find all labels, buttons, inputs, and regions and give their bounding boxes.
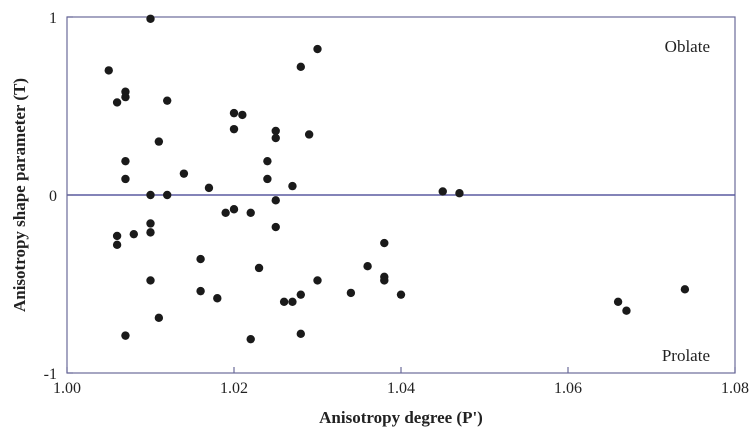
- x-axis-title: Anisotropy degree (P'): [319, 408, 483, 427]
- data-point: [204, 183, 214, 193]
- data-point: [363, 262, 372, 271]
- data-point: [154, 313, 164, 323]
- data-point: [455, 189, 464, 198]
- data-point: [121, 331, 130, 340]
- data-point: [104, 66, 113, 75]
- data-point: [112, 98, 122, 107]
- data-point: [129, 229, 138, 239]
- data-point: [121, 174, 130, 184]
- data-point: [613, 297, 623, 306]
- data-point: [179, 169, 189, 178]
- x-axis-ticks: 1.00 1.02 1.04 1.06 1.08: [53, 367, 749, 397]
- data-point: [271, 133, 280, 143]
- data-point: [279, 297, 289, 306]
- data-point: [154, 137, 164, 146]
- data-point: [296, 329, 305, 339]
- data-point: [163, 96, 172, 105]
- data-point: [254, 263, 264, 273]
- y-axis-ticks: -1 0 1: [44, 10, 73, 383]
- data-point: [313, 276, 322, 285]
- data-point: [246, 208, 255, 217]
- data-point: [221, 208, 230, 217]
- data-point: [146, 190, 155, 200]
- data-point: [288, 297, 297, 306]
- data-point: [296, 62, 305, 72]
- x-tick-label: 1.00: [53, 380, 81, 397]
- y-tick-label: 1: [49, 10, 57, 27]
- data-point: [296, 290, 305, 299]
- data-point: [380, 276, 389, 285]
- data-point: [146, 276, 155, 285]
- y-axis-title: Anisotropy shape parameter (T): [10, 78, 29, 312]
- data-point: [438, 187, 447, 196]
- data-point: [213, 294, 222, 303]
- data-point: [271, 196, 280, 205]
- y-tick-label: 0: [49, 188, 57, 205]
- data-point: [622, 306, 631, 315]
- data-point: [146, 228, 155, 237]
- data-point: [146, 219, 155, 228]
- annotation-oblate: Oblate: [665, 37, 710, 56]
- data-point: [396, 290, 406, 299]
- data-point: [238, 110, 247, 120]
- data-point: [263, 174, 272, 184]
- data-point: [271, 222, 280, 232]
- annotation-prolate: Prolate: [662, 346, 710, 365]
- data-point: [229, 124, 239, 134]
- x-tick-label: 1.02: [220, 380, 248, 397]
- x-tick-label: 1.06: [554, 380, 582, 397]
- data-point: [680, 285, 690, 294]
- data-point: [163, 190, 172, 200]
- x-tick-label: 1.08: [721, 380, 749, 397]
- data-point: [380, 238, 389, 248]
- data-point: [346, 288, 356, 298]
- data-point: [304, 130, 314, 139]
- y-tick-label: -1: [44, 366, 57, 383]
- data-points: [104, 14, 690, 344]
- data-point: [121, 92, 130, 102]
- data-point: [271, 126, 280, 136]
- x-tick-label: 1.04: [387, 380, 415, 397]
- data-point: [263, 156, 272, 166]
- data-point: [229, 205, 239, 214]
- data-point: [112, 240, 122, 250]
- data-point: [313, 44, 322, 54]
- data-point: [229, 108, 239, 118]
- data-point: [112, 231, 122, 241]
- data-point: [246, 334, 255, 344]
- data-point: [146, 14, 155, 23]
- data-point: [121, 156, 130, 166]
- data-point: [288, 181, 297, 191]
- data-point: [196, 254, 205, 264]
- data-point: [196, 286, 205, 296]
